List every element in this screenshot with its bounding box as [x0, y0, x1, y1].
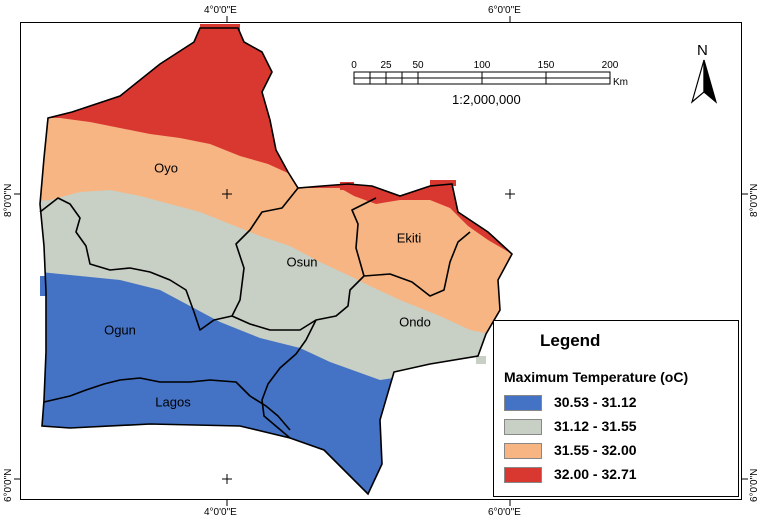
- scale-label-25: 25: [380, 60, 392, 71]
- right-tick-6n: 6°0'0"N: [749, 468, 760, 502]
- top-tick-4e: 4°0'0"E: [204, 5, 237, 16]
- state-label-oyo: Oyo: [154, 160, 178, 176]
- legend-title: Legend: [540, 331, 601, 350]
- outer-boundary: [39, 27, 513, 496]
- scale-label-50: 50: [412, 60, 424, 71]
- legend-swatch: [504, 419, 542, 435]
- bottom-tick-6e: 6°0'0"E: [488, 507, 521, 518]
- frame-ticks: [14, 16, 748, 506]
- legend-item-label: 30.53 - 31.12: [554, 394, 637, 410]
- legend-item-label: 31.55 - 32.00: [554, 442, 637, 458]
- legend-item-label: 32.00 - 32.71: [554, 466, 637, 482]
- state-label-ogun: Ogun: [104, 322, 136, 338]
- state-label-lagos: Lagos: [155, 394, 191, 410]
- scale-bar: [353, 71, 611, 85]
- legend-swatch: [504, 467, 542, 483]
- left-tick-8n: 8°0'0"N: [3, 183, 14, 217]
- top-tick-6e: 6°0'0"E: [488, 5, 521, 16]
- right-tick-8n: 8°0'0"N: [749, 183, 760, 217]
- bottom-tick-4e: 4°0'0"E: [204, 507, 237, 518]
- left-tick-6n: 6°0'0"N: [3, 468, 14, 502]
- scale-label-150: 150: [537, 60, 555, 71]
- legend-box: Legend Maximum Temperature (oC) 30.53 - …: [493, 320, 739, 497]
- legend-swatch: [504, 395, 542, 411]
- state-label-ekiti: Ekiti: [396, 230, 422, 246]
- raster-edges: [40, 24, 486, 364]
- scale-unit: Km: [613, 77, 628, 88]
- north-arrow-icon: [690, 59, 718, 104]
- scale-label-100: 100: [473, 60, 491, 71]
- legend-swatch: [504, 443, 542, 459]
- legend-subtitle: Maximum Temperature (oC): [504, 369, 689, 385]
- state-label-osun: Osun: [286, 254, 318, 270]
- legend-item-label: 31.12 - 31.55: [554, 418, 637, 434]
- state-boundaries: [39, 187, 471, 439]
- scale-ratio: 1:2,000,000: [452, 92, 521, 107]
- scale-label-0: 0: [351, 60, 357, 71]
- state-label-ondo: Ondo: [399, 314, 431, 330]
- north-label: N: [697, 42, 708, 59]
- scale-label-200: 200: [601, 60, 619, 71]
